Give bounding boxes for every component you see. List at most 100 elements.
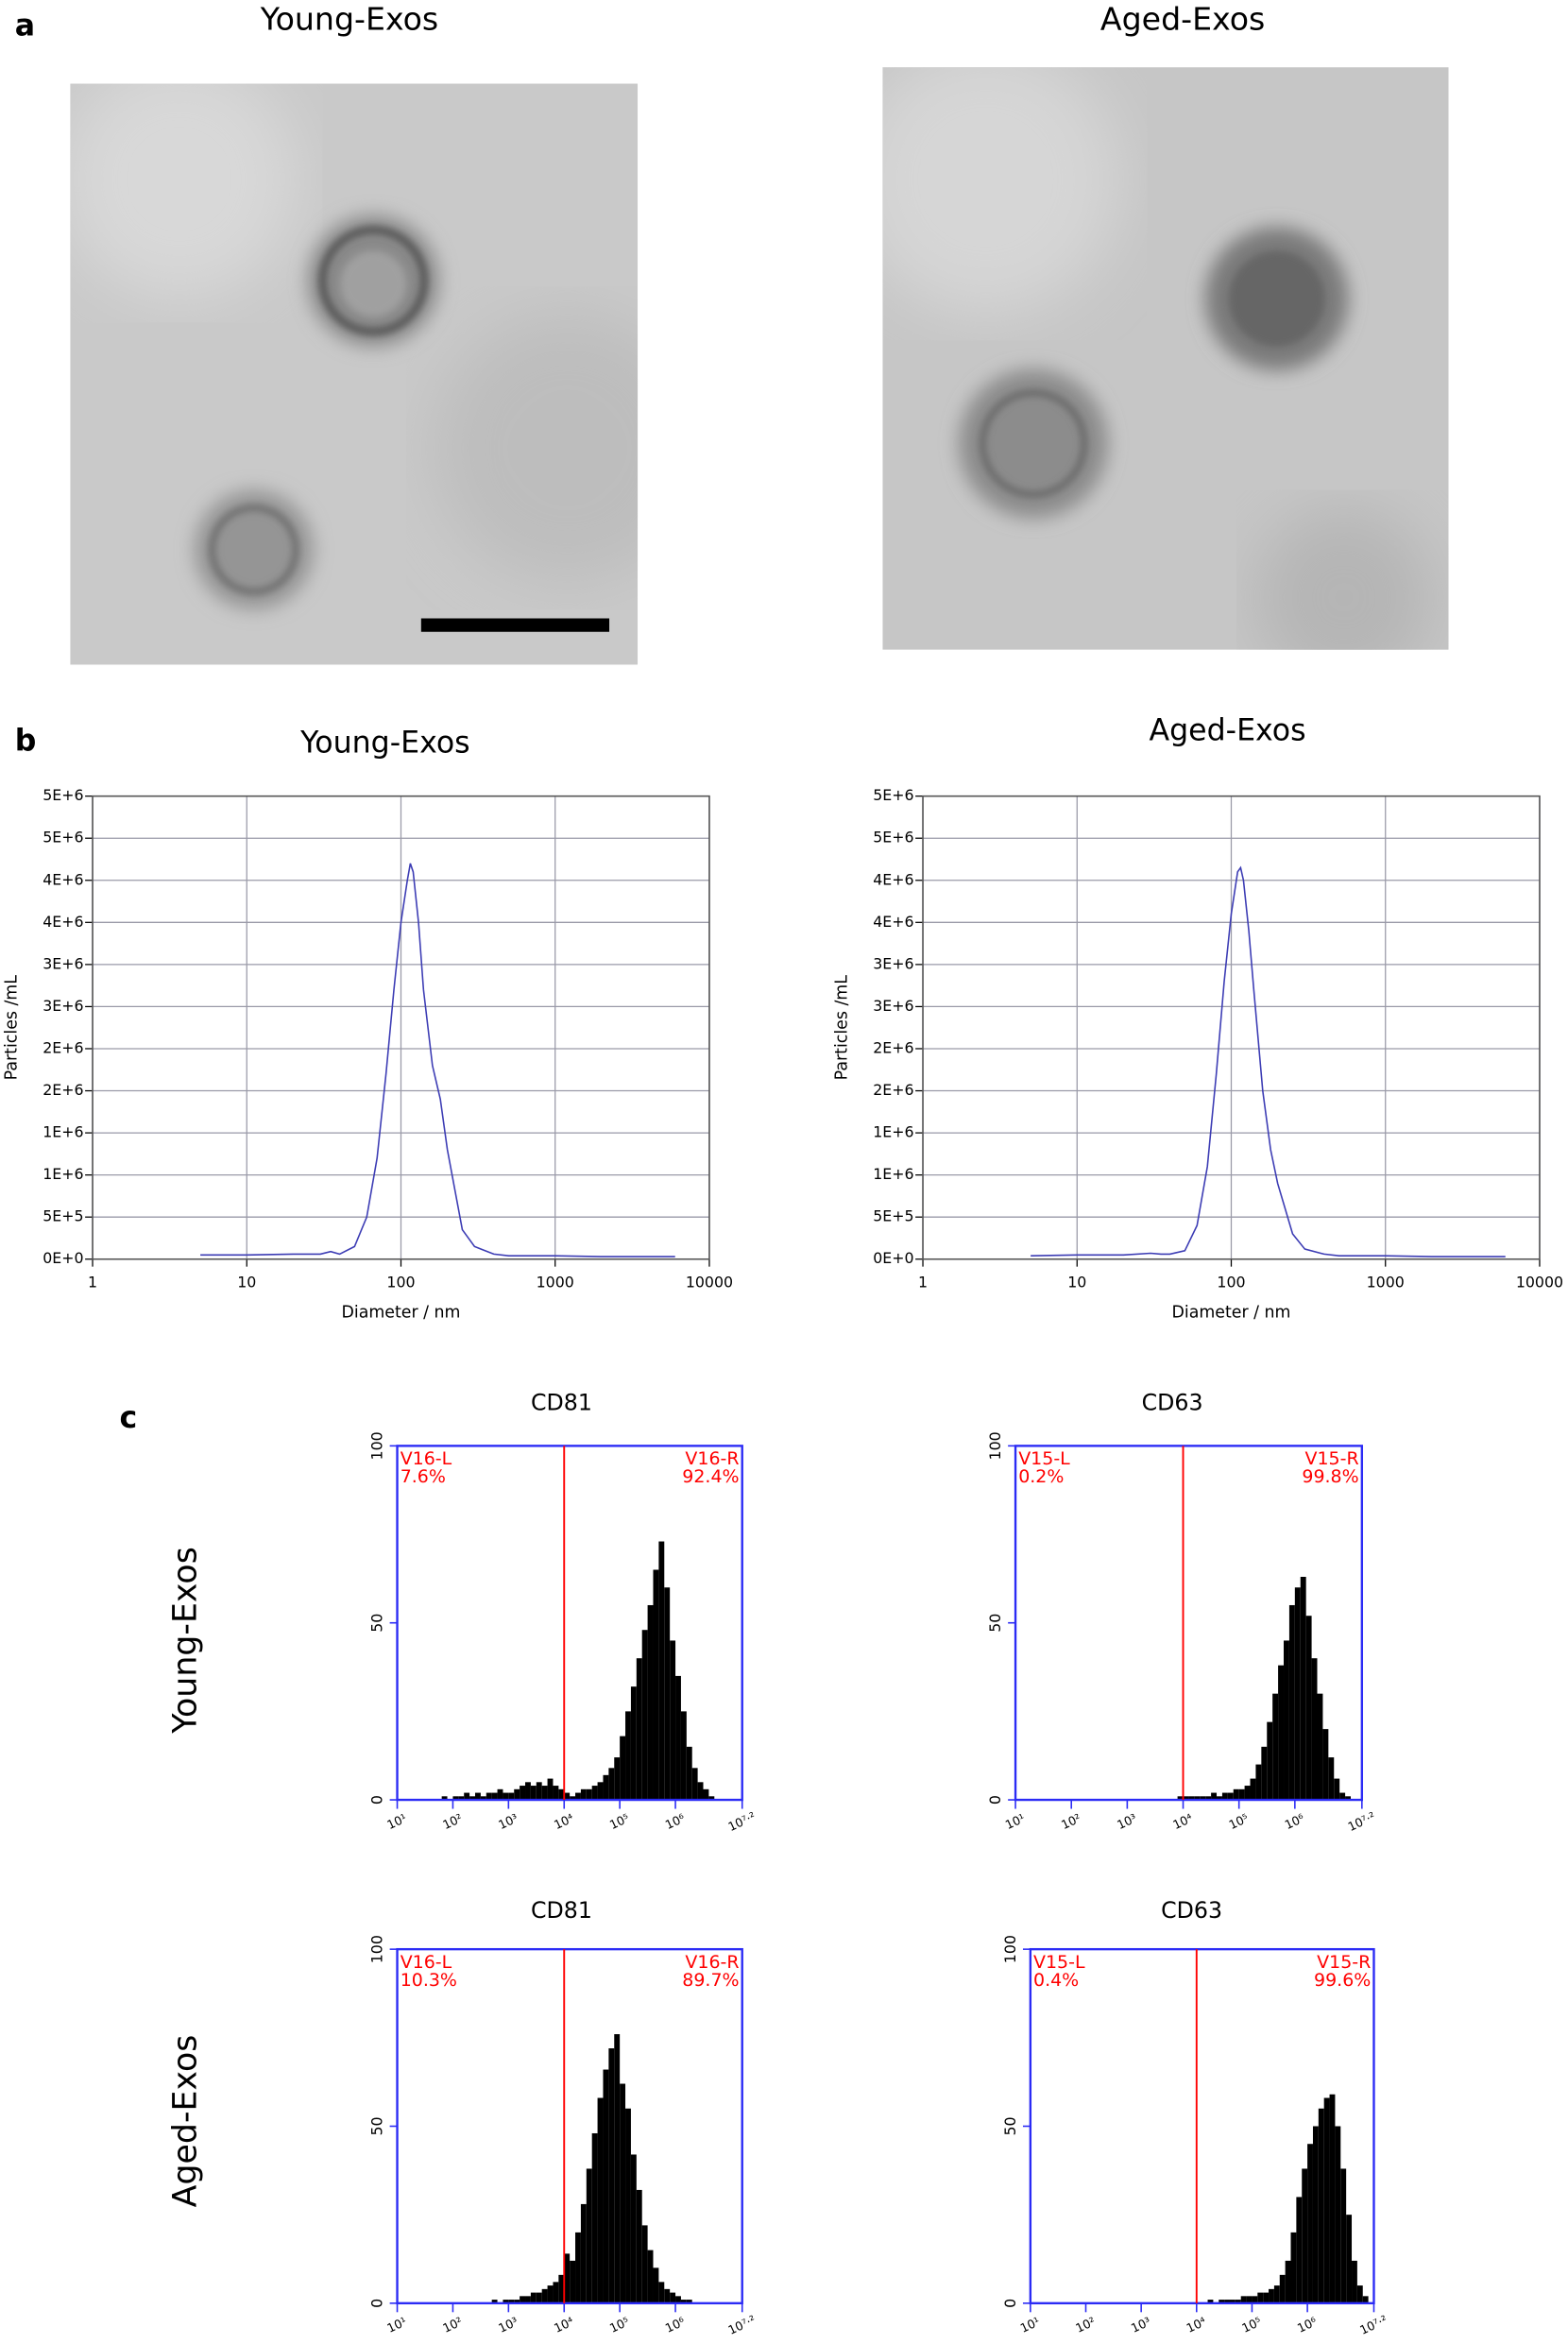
histogram-bar [508, 1792, 515, 1801]
histogram-bar [508, 2300, 515, 2303]
histogram-bar [1269, 2288, 1274, 2303]
histogram-bar [653, 2267, 659, 2303]
y-tick-label: 5E+6 [43, 786, 83, 804]
histogram-bar [1362, 2296, 1369, 2303]
histogram-bar [636, 1658, 642, 1801]
y-tick-label: 100 [367, 1431, 385, 1460]
tem-image [70, 83, 639, 665]
row-label: Aged-Exos [167, 2035, 205, 2208]
x-axis-label: Diameter / nm [1172, 1304, 1291, 1323]
y-tick-label: 3E+6 [873, 997, 913, 1015]
histogram-bar [630, 1686, 637, 1801]
x-tick-label: 1 [918, 1274, 928, 1292]
histogram-bar [664, 1587, 671, 1801]
x-tick-label: 1000 [1367, 1274, 1405, 1292]
histogram-bar [558, 1788, 565, 1801]
y-tick-label: 0 [986, 1795, 1004, 1805]
y-tick-label: 100 [1001, 1935, 1019, 1963]
histogram-bar [1238, 1788, 1245, 1801]
histogram-bar [564, 1792, 571, 1801]
y-tick-label: 5E+5 [873, 1207, 913, 1225]
chart-title: CD63 [1142, 1390, 1203, 1416]
histogram-bar [491, 2300, 498, 2303]
data-line [1031, 865, 1506, 1258]
histogram-bar [1240, 2296, 1247, 2303]
y-tick-label: 3E+6 [43, 954, 83, 972]
histogram-bar [1335, 2126, 1341, 2303]
panel-label: a [15, 9, 35, 43]
y-tick-label: 4E+6 [873, 870, 913, 888]
histogram-bar [641, 1630, 648, 1801]
histogram-bar [520, 2296, 526, 2303]
panel-label: b [15, 725, 37, 759]
histogram-bar [1257, 2292, 1264, 2303]
chart-title: CD81 [531, 1390, 592, 1416]
histogram-bar [597, 1782, 604, 1801]
y-tick-label: 2E+6 [43, 1081, 83, 1099]
histogram-bar [469, 1796, 475, 1801]
chart-title: Young-Exos [299, 726, 470, 760]
histogram-bar [497, 1788, 503, 1801]
histogram-bar [630, 2154, 637, 2303]
y-tick-label: 2E+6 [873, 1038, 913, 1056]
histogram-bar [1261, 1746, 1268, 1801]
x-tick-label: 100 [1217, 1274, 1245, 1292]
tem-image [882, 67, 1449, 650]
y-tick-label: 2E+6 [43, 1038, 83, 1056]
gate-name: V16-L [401, 1448, 452, 1469]
y-tick-label: 1E+6 [873, 1165, 913, 1183]
histogram-bar [625, 2108, 631, 2303]
gate-percent: 89.7% [682, 1970, 739, 1991]
histogram-bar [1334, 1778, 1340, 1801]
y-axis-label: Particles /mL [833, 975, 852, 1081]
histogram-bar [1317, 1693, 1323, 1801]
histogram-bar [620, 1736, 626, 1801]
y-tick-label: 4E+6 [43, 913, 83, 931]
histogram-bar [1246, 2296, 1253, 2303]
y-tick-label: 0 [367, 1795, 385, 1805]
histogram-bar [558, 2274, 565, 2303]
histogram-bar [1339, 1792, 1346, 1801]
histogram-bar [703, 1788, 709, 1801]
histogram-bar [570, 1796, 576, 1801]
gate-percent: 99.8% [1302, 1466, 1358, 1487]
histogram-bar [525, 2296, 531, 2303]
histogram-bar [1294, 1587, 1301, 1801]
histogram-bar [564, 2253, 571, 2303]
histogram-bar [503, 1792, 509, 1801]
chart-title: CD81 [531, 1897, 592, 1924]
histogram-bar [1177, 1796, 1184, 1801]
histogram-bar [586, 1788, 592, 1801]
histogram-bar [641, 2225, 648, 2303]
gate-name: V15-R [1317, 1952, 1371, 1973]
histogram-bar [1302, 2168, 1308, 2303]
histogram-bar [530, 2292, 537, 2303]
histogram-bar [1221, 1792, 1228, 1801]
histogram-bar [1244, 1786, 1251, 1801]
histogram-bar [1211, 1792, 1218, 1801]
y-tick-label: 0E+0 [873, 1249, 913, 1267]
histogram-bar [1312, 2126, 1319, 2303]
y-tick-label: 3E+6 [873, 954, 913, 972]
histogram-bar [530, 1786, 537, 1801]
histogram-bar [514, 2300, 520, 2303]
histogram-bar [570, 2260, 576, 2303]
histogram-bar [625, 1711, 631, 1801]
histogram-bar [1345, 1796, 1351, 1801]
gate-percent: 99.6% [1314, 1970, 1371, 1991]
gate-name: V15-L [1018, 1448, 1070, 1469]
panel-label: c [119, 1401, 137, 1435]
histogram-bar [670, 2292, 676, 2303]
histogram-bar [1219, 2300, 1225, 2303]
data-line [200, 863, 675, 1258]
histogram-bar [520, 1786, 526, 1801]
x-tick-label: 10 [237, 1274, 256, 1292]
histogram-bar [1329, 2094, 1336, 2303]
histogram-bar [691, 1768, 698, 1801]
histogram-bar [586, 2168, 592, 2303]
histogram-bar [514, 1788, 520, 1801]
histogram-bar [1356, 2285, 1363, 2303]
plot-frame [922, 795, 1541, 1260]
